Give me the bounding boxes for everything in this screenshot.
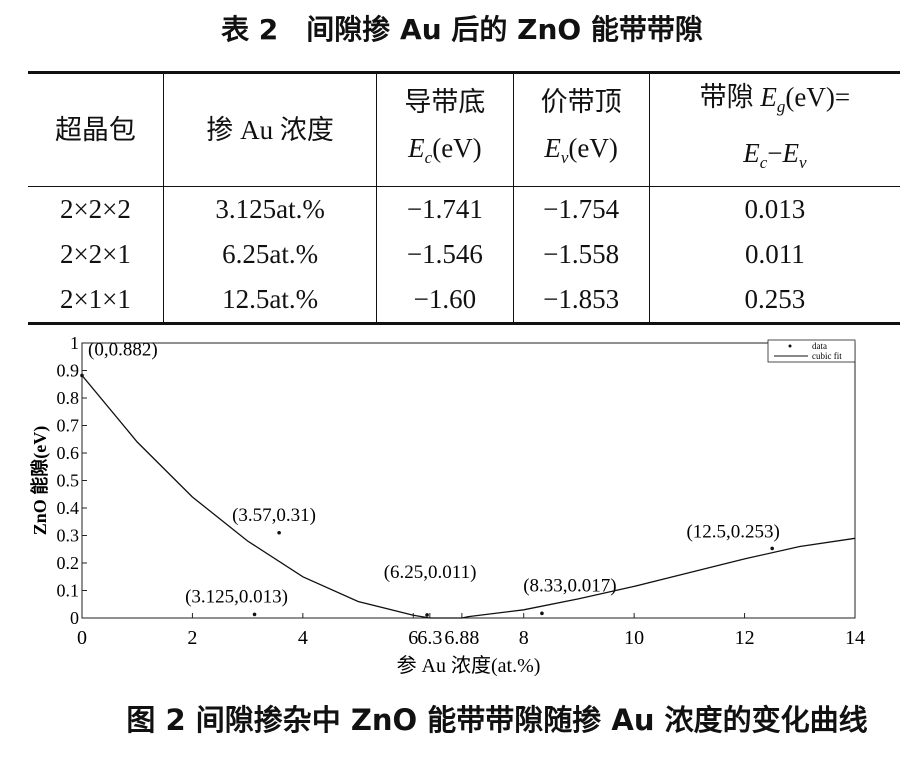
x-tick-label: 14 xyxy=(845,627,865,649)
data-point xyxy=(252,612,257,617)
table-cell: 2×1×1 xyxy=(59,284,131,314)
table-cell: 6.25at.% xyxy=(162,232,377,277)
y-tick-label: 0.8 xyxy=(57,388,80,408)
y-tick-label: 0.1 xyxy=(57,581,80,601)
header-text: 超晶包 xyxy=(54,115,136,145)
table-row: 2×2×2 3.125at.% −1.741 −1.754 0.013 xyxy=(28,186,900,232)
point-label: (3.125,0.013) xyxy=(185,586,288,607)
header-text: c xyxy=(424,148,433,167)
header-row: 超晶包掺 Au 浓度 导带底 Ec(eV) 价带顶 Ev(eV) 带隙 Eg(eV)= Ec… xyxy=(28,72,900,187)
legend-label: cubic fit xyxy=(812,351,842,361)
x-tick-label: 6.88 xyxy=(444,627,479,649)
x-tick-label: 6.3 xyxy=(417,627,442,649)
x-tick-label: 4 xyxy=(298,627,308,649)
data-point xyxy=(540,611,544,616)
table-cell: 3.125at.% xyxy=(162,186,377,232)
header-text: 掺 Au 浓度 xyxy=(206,115,334,145)
y-tick-label: 0.2 xyxy=(57,553,80,573)
data-table: 超晶包掺 Au 浓度 导带底 Ec(eV) 价带顶 Ev(eV) 带隙 Eg(eV)= Ec… xyxy=(28,71,900,325)
header-cell: 带隙 Eg(eV)= Ec−Ev xyxy=(648,72,900,187)
header-text: (eV) xyxy=(432,133,482,163)
header-text: 带隙 xyxy=(699,82,761,112)
data-point xyxy=(277,530,281,535)
table-body: 2×2×2 3.125at.% −1.741 −1.754 0.013 2×2×1 6.25… xyxy=(28,186,900,324)
figure-caption: 图 2 间隙掺杂中 ZnO 能带带隙随掺 Au 浓度的变化曲线 xyxy=(126,703,868,737)
table-cell: −1.853 xyxy=(512,277,650,324)
table-cell: 2×2×1 xyxy=(59,239,131,269)
table-row: 2×1×1 12.5at.% −1.60 −1.853 0.253 xyxy=(28,277,900,324)
header-text: (eV) xyxy=(568,133,618,163)
header-text: (eV)= xyxy=(785,82,851,112)
header-text: 导带底 xyxy=(404,87,486,117)
y-tick-label: 0.5 xyxy=(57,471,80,491)
header-cell: 掺 Au 浓度 xyxy=(162,72,377,187)
fit-line xyxy=(81,374,856,619)
table-cell: −1.741 xyxy=(376,186,514,232)
header-text: E xyxy=(743,138,760,168)
table-cell: −1.546 xyxy=(376,232,514,277)
header-text: E xyxy=(760,82,777,112)
point-label: (8.33,0.017) xyxy=(523,575,616,596)
header-text: v xyxy=(798,153,807,172)
y-tick-label: 1 xyxy=(70,333,79,353)
header-text: E xyxy=(544,133,561,163)
point-label: (3.57,0.31) xyxy=(232,505,316,526)
point-label: (12.5,0.253) xyxy=(686,521,779,542)
point-label: (6.25,0.011) xyxy=(384,562,477,583)
table-cell: −1.558 xyxy=(512,232,650,277)
header-text: 价带顶 xyxy=(540,87,622,117)
y-tick-label: 0.4 xyxy=(57,498,80,518)
table-title: 表 2 间隙掺 Au 后的 ZnO 能带带隙 xyxy=(221,13,703,46)
header-text: E xyxy=(782,138,799,168)
x-tick-label: 12 xyxy=(735,627,755,649)
x-tick-label: 2 xyxy=(187,627,197,649)
table-cell: 12.5at.% xyxy=(162,277,377,324)
y-tick-label: 0.3 xyxy=(57,526,80,546)
table-cell: 0.253 xyxy=(648,277,900,324)
table-cell: 0.011 xyxy=(648,232,900,277)
table-cell: −1.754 xyxy=(512,186,650,232)
header-text: − xyxy=(767,138,783,168)
x-axis-label: 参 Au 浓度(at.%) xyxy=(397,654,541,677)
point-label: (0,0.882) xyxy=(88,339,158,360)
header-text: E xyxy=(408,133,425,163)
legend-label: data xyxy=(812,341,827,351)
x-tick-label: 0 xyxy=(77,627,87,649)
data-point xyxy=(425,613,429,617)
table-row: 2×2×1 6.25at.% −1.546 −1.558 0.011 xyxy=(28,232,900,277)
table-cell: −1.60 xyxy=(376,277,514,324)
legend-marker xyxy=(788,344,792,348)
header-cell: 超晶包 xyxy=(28,72,164,187)
header-text: g xyxy=(776,97,786,116)
x-tick-label: 8 xyxy=(519,627,529,649)
header-cell: 价带顶 Ev(eV) xyxy=(512,72,650,187)
table-cell: 0.013 xyxy=(648,186,900,232)
header-cell: 导带底 Ec(eV) xyxy=(376,72,514,187)
data-point xyxy=(770,546,774,551)
header-text: v xyxy=(560,148,569,167)
header-text: c xyxy=(759,153,768,172)
table-cell: 2×2×2 xyxy=(59,194,131,224)
y-tick-label: 0.7 xyxy=(57,416,80,436)
y-axis-label: ZnO 能隙(eV) xyxy=(29,426,51,536)
chart: 0 2 4 6 6.3 6.88 8 10 12 14 0 0.1 0.2 0.3 0.4 0.5 0.6 0.7… xyxy=(29,333,865,677)
x-tick-label: 10 xyxy=(624,627,644,649)
y-tick-label: 0 xyxy=(70,608,79,628)
x-tick-label: 6 xyxy=(408,627,418,649)
y-tick-label: 0.6 xyxy=(57,443,80,463)
y-tick-label: 0.9 xyxy=(57,361,80,381)
